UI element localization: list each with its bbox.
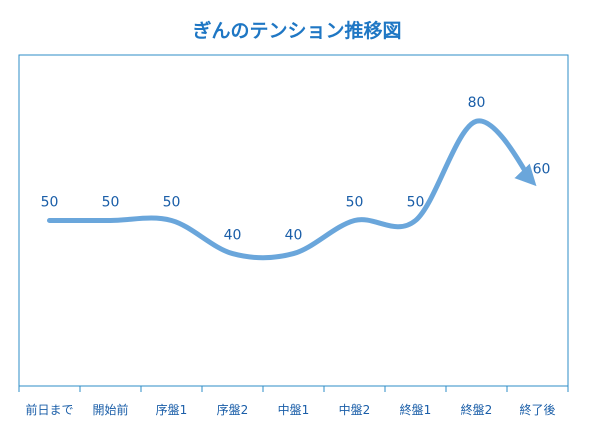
data-label: 50: [163, 195, 181, 211]
data-label: 60: [533, 161, 551, 177]
data-label: 50: [102, 195, 120, 211]
data-label: 40: [224, 228, 242, 244]
x-tick-label: 終了後: [519, 402, 555, 417]
chart-title: ぎんのテンション推移図: [192, 20, 402, 42]
data-label: 50: [407, 195, 425, 211]
x-tick-label: 序盤1: [156, 402, 188, 417]
x-tick-label: 序盤2: [217, 402, 249, 417]
x-tick-label: 終盤2: [461, 402, 493, 417]
x-tick-label: 中盤2: [339, 402, 371, 417]
x-tick-label: 終盤1: [400, 402, 432, 417]
x-tick-label: 前日まで: [25, 402, 73, 417]
x-tick-label: 中盤1: [278, 402, 310, 417]
plot-frame: [18, 54, 569, 387]
data-label: 50: [346, 195, 364, 211]
x-tick-label: 開始前: [92, 402, 128, 417]
x-axis-ticks: [18, 386, 569, 392]
data-labels: 50 50 50 40 40 50 50 80 60: [41, 95, 551, 243]
data-label: 40: [285, 228, 303, 244]
series-line: [47, 118, 537, 261]
data-label: 80: [468, 95, 486, 111]
data-label: 50: [41, 195, 59, 211]
x-axis-labels: 前日まで 開始前 序盤1 序盤2 中盤1 中盤2 終盤1 終盤2 終了後: [25, 402, 555, 417]
